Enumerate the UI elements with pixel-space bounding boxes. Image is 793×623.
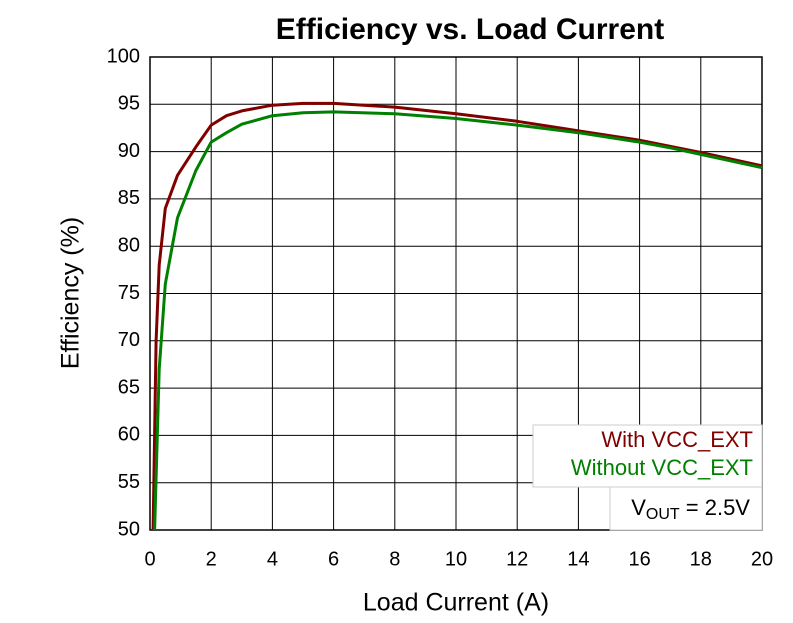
chart-title: Efficiency vs. Load Current [276, 13, 664, 46]
x-tick-label: 20 [751, 548, 773, 570]
series-line [153, 110, 763, 531]
annotation-rest: = 2.5V [680, 495, 751, 520]
x-tick-label: 8 [389, 548, 400, 570]
x-axis-label: Load Current (A) [363, 589, 549, 617]
y-tick-label: 50 [118, 518, 140, 540]
y-tick-label: 95 [118, 93, 140, 115]
x-tick-label: 16 [628, 548, 650, 570]
plot-border [149, 56, 763, 531]
x-tick-label: 18 [690, 548, 712, 570]
x-tick-label: 12 [506, 548, 528, 570]
y-tick-label: 70 [118, 329, 140, 351]
annotation-box [609, 486, 763, 531]
annotation-main: V [631, 495, 646, 520]
annotation: VOUT = 2.5V [631, 495, 750, 523]
legend-box [532, 424, 763, 488]
x-tick-label: 0 [144, 548, 155, 570]
y-tick-label: 100 [107, 45, 140, 67]
y-tick-label: 80 [118, 234, 140, 256]
y-tick-label: 65 [118, 376, 140, 398]
series-line [151, 101, 763, 531]
y-tick-label: 60 [118, 424, 140, 446]
y-axis-label: Efficiency (%) [57, 217, 85, 369]
legend-entry: With VCC_EXT [601, 427, 753, 452]
x-tick-label: 10 [445, 548, 467, 570]
y-tick-label: 85 [118, 187, 140, 209]
x-tick-label: 4 [267, 548, 278, 570]
y-tick-label: 55 [118, 471, 140, 493]
x-tick-label: 14 [567, 548, 589, 570]
y-tick-label: 90 [118, 140, 140, 162]
annotation-sub: OUT [646, 506, 680, 523]
y-tick-label: 75 [118, 282, 140, 304]
legend-entry: Without VCC_EXT [571, 455, 753, 480]
x-tick-label: 6 [328, 548, 339, 570]
x-tick-label: 2 [206, 548, 217, 570]
